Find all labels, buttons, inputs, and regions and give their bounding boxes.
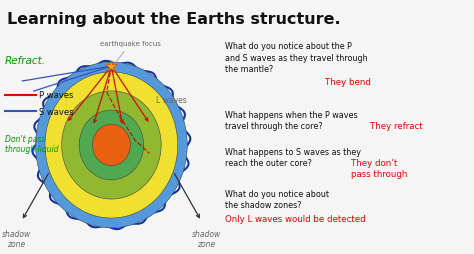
- Text: L waves: L waves: [156, 96, 187, 104]
- Text: earthquake focus: earthquake focus: [100, 41, 161, 64]
- Text: They don’t
pass through: They don’t pass through: [351, 158, 407, 179]
- Text: S waves: S waves: [39, 107, 73, 116]
- Text: What do you notice about the P
and S waves as they travel through
the mantle?: What do you notice about the P and S wav…: [225, 42, 368, 73]
- Ellipse shape: [92, 125, 130, 166]
- Text: Only L waves would be detected: Only L waves would be detected: [225, 214, 366, 223]
- Text: What happens to S waves as they
reach the outer core?: What happens to S waves as they reach th…: [225, 148, 361, 168]
- Text: Refract.: Refract.: [5, 56, 46, 66]
- Text: What happens when the P waves
travel through the core?: What happens when the P waves travel thr…: [225, 111, 358, 131]
- Text: Don't pass
through liquid: Don't pass through liquid: [5, 135, 58, 154]
- Text: Learning about the Earths structure.: Learning about the Earths structure.: [7, 12, 341, 27]
- Text: P waves: P waves: [39, 91, 73, 100]
- Ellipse shape: [62, 91, 161, 199]
- Ellipse shape: [45, 73, 178, 218]
- Text: shadow
zone: shadow zone: [2, 229, 31, 248]
- Text: They bend: They bend: [325, 78, 371, 87]
- Ellipse shape: [79, 111, 144, 180]
- Text: shadow
zone: shadow zone: [191, 229, 221, 248]
- Ellipse shape: [36, 63, 187, 228]
- Text: What do you notice about
the shadow zones?: What do you notice about the shadow zone…: [225, 189, 329, 209]
- Text: They refract: They refract: [370, 121, 422, 131]
